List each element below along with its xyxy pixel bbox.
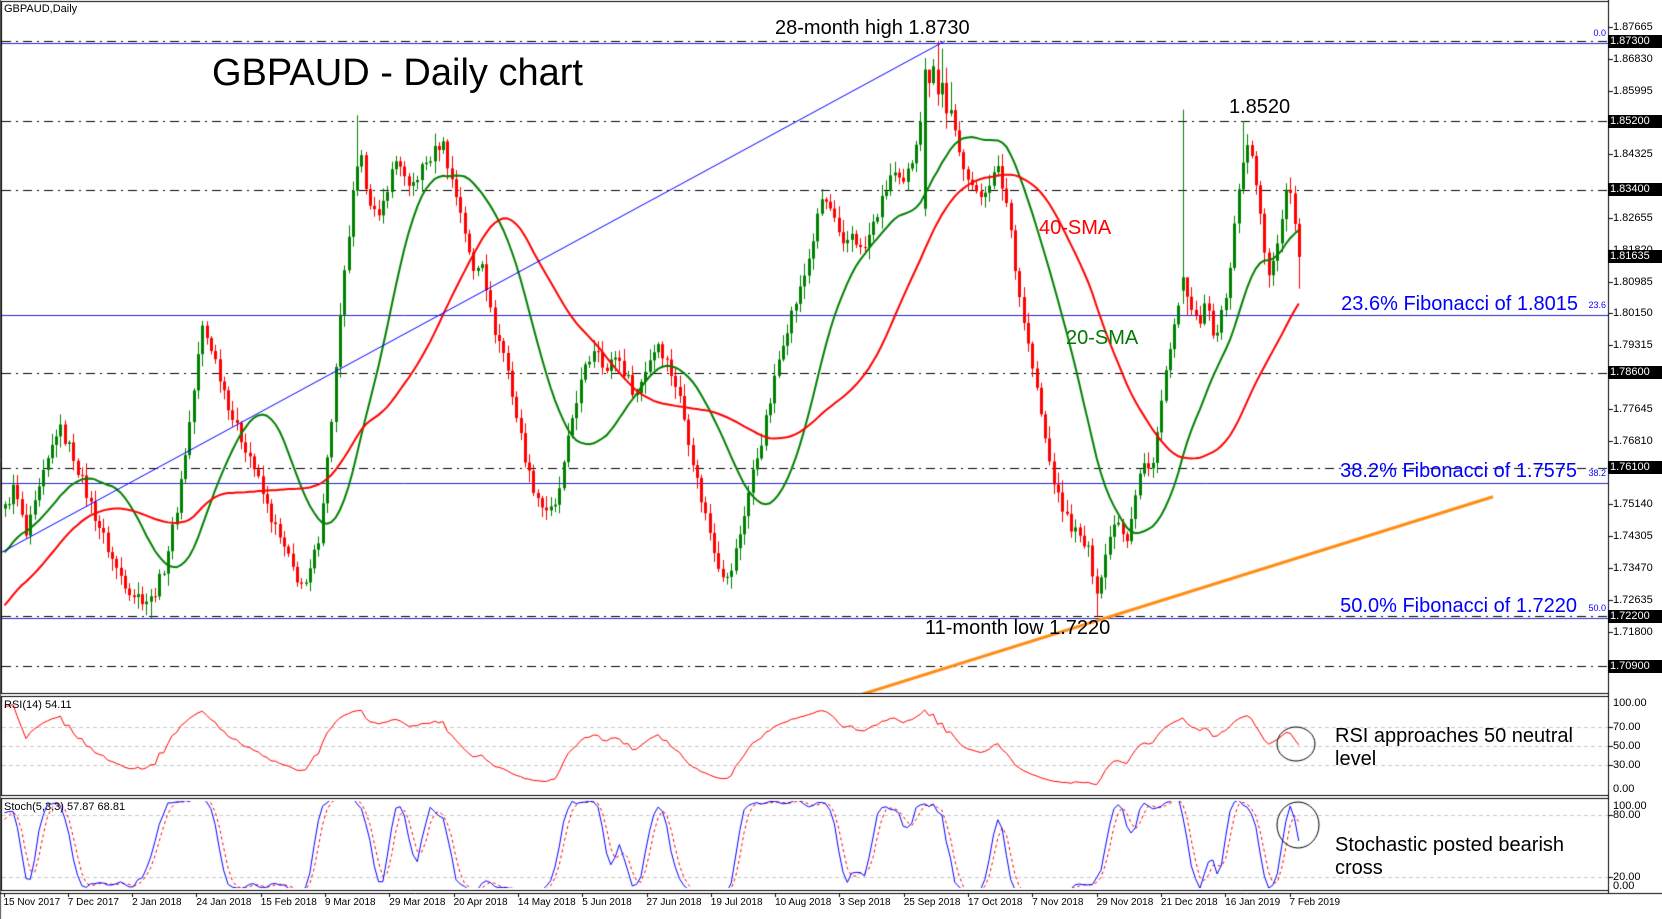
date-tick-label: 15 Nov 2017 <box>3 897 61 908</box>
resistance-level-annotation: 1.8520 <box>1229 96 1291 118</box>
price-tick-label: 1.73470 <box>1613 562 1653 575</box>
date-tick-label: 7 Dec 2017 <box>67 897 119 908</box>
price-tick-label: 1.77645 <box>1613 402 1653 415</box>
stoch-scale-label: 80.00 <box>1613 809 1641 821</box>
rsi-scale-label: 100.00 <box>1613 697 1647 709</box>
price-tick-label: 1.87665 <box>1613 21 1653 34</box>
date-tick-label: 14 May 2018 <box>517 897 576 908</box>
date-tick-label: 24 Jan 2018 <box>196 897 252 908</box>
price-tag-label: 1.72200 <box>1608 609 1662 623</box>
price-tick-label: 1.72635 <box>1613 593 1653 606</box>
chart-title: GBPAUD - Daily chart <box>212 52 583 94</box>
sma40-label: 40-SMA <box>1039 217 1112 239</box>
price-tag-label: 1.76100 <box>1608 461 1662 475</box>
date-tick-label: 19 Jul 2018 <box>710 897 763 908</box>
price-tag-label: 1.85200 <box>1608 114 1662 128</box>
price-tick-label: 1.79315 <box>1613 339 1653 352</box>
fib-percent-label: 50.0 <box>1588 603 1606 614</box>
price-tick-label: 1.71800 <box>1613 625 1653 638</box>
date-tick-label: 25 Sep 2018 <box>903 897 961 908</box>
date-tick-label: 7 Nov 2018 <box>1032 897 1084 908</box>
high-annotation: 28-month high 1.8730 <box>775 17 970 39</box>
price-tick-label: 1.74305 <box>1613 530 1653 543</box>
price-tag-label: 1.78600 <box>1608 366 1662 380</box>
rsi-panel-title: RSI(14) 54.11 <box>4 699 72 711</box>
sma20-label: 20-SMA <box>1066 327 1139 349</box>
date-tick-label: 21 Dec 2018 <box>1160 897 1218 908</box>
price-tick-label: 1.84325 <box>1613 148 1653 161</box>
date-tick-label: 16 Jan 2019 <box>1225 897 1281 908</box>
date-tick-label: 9 Mar 2018 <box>325 897 376 908</box>
stoch-scale-label: 20.00 <box>1613 871 1641 884</box>
price-tick-label: 1.80985 <box>1613 275 1653 288</box>
price-tick-label: 1.80150 <box>1613 307 1653 320</box>
rsi-scale-label: 50.00 <box>1613 739 1641 752</box>
fib-500-annotation: 50.0% Fibonacci of 1.7220 <box>1340 595 1577 617</box>
price-tick-label: 1.76810 <box>1613 434 1653 447</box>
rsi-scale-label: 70.00 <box>1613 720 1641 733</box>
symbol-period-label: GBPAUD,Daily <box>4 3 78 15</box>
date-tick-label: 29 Mar 2018 <box>389 897 446 908</box>
stoch-scale-label: 100.00 <box>1613 800 1647 812</box>
price-tag-label: 1.87300 <box>1608 34 1662 48</box>
fib-382-annotation: 38.2% Fibonacci of 1.7575 <box>1340 460 1577 482</box>
price-tick-label: 1.85995 <box>1613 84 1653 97</box>
date-tick-label: 3 Sep 2018 <box>839 897 891 908</box>
price-tag-label: 1.70900 <box>1608 659 1662 673</box>
stoch-panel-title: Stoch(5,3,3) 57.87 68.81 <box>4 801 126 813</box>
rsi-annotation: RSI approaches 50 neutral level <box>1335 725 1573 770</box>
date-tick-label: 5 Jun 2018 <box>582 897 632 908</box>
rsi-scale-label: 0.00 <box>1613 783 1635 795</box>
date-tick-label: 2 Jan 2018 <box>132 897 182 908</box>
price-tick-label: 1.86830 <box>1613 52 1653 65</box>
fib-236-annotation: 23.6% Fibonacci of 1.8015 <box>1341 293 1578 315</box>
rsi-scale-label: 30.00 <box>1613 758 1641 771</box>
date-tick-label: 17 Oct 2018 <box>968 897 1023 908</box>
fib-percent-label: 0.0 <box>1593 28 1606 38</box>
date-tick-label: 20 Apr 2018 <box>453 897 508 908</box>
stoch-annotation: Stochastic posted bearish cross <box>1335 834 1565 879</box>
date-tick-label: 7 Feb 2019 <box>1289 897 1341 908</box>
date-tick-label: 27 Jun 2018 <box>646 897 702 908</box>
date-tick-label: 10 Aug 2018 <box>775 897 832 908</box>
stoch-scale-label: 0.00 <box>1613 880 1635 892</box>
low-annotation: 11-month low 1.7220 <box>925 617 1111 639</box>
fib-percent-label: 23.6 <box>1588 300 1606 311</box>
price-tag-label: 1.83400 <box>1608 183 1662 197</box>
price-tick-label: 1.75140 <box>1613 498 1653 511</box>
price-tick-label: 1.82655 <box>1613 212 1653 225</box>
date-tick-label: 29 Nov 2018 <box>1096 897 1154 908</box>
date-tick-label: 15 Feb 2018 <box>260 897 317 908</box>
price-tag-label: 1.81635 <box>1608 250 1662 264</box>
fib-percent-label: 38.2 <box>1588 468 1606 479</box>
